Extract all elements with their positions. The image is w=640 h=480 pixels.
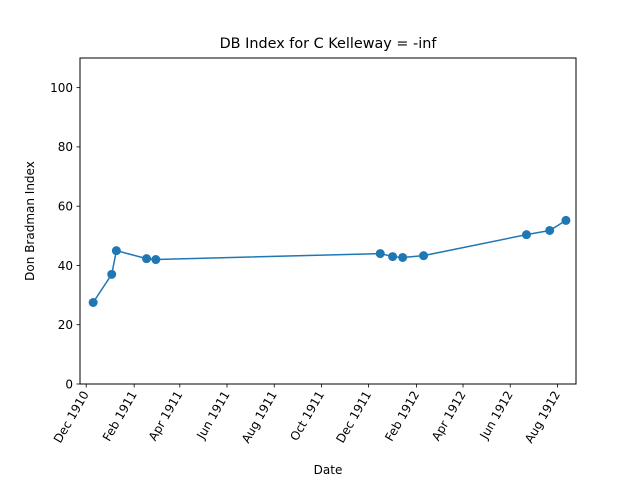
x-tick-label: Apr 1911: [146, 389, 186, 444]
data-point: [521, 230, 531, 240]
x-tick-label: Jun 1911: [193, 389, 232, 443]
x-tick-label: Dec 1910: [51, 389, 92, 446]
y-tick-label: 40: [58, 259, 73, 273]
y-tick-label: 60: [58, 199, 73, 213]
chart-title: DB Index for C Kelleway = -inf: [220, 36, 438, 52]
y-tick-label: 0: [65, 377, 73, 391]
data-point: [388, 252, 398, 262]
data-point: [398, 252, 408, 262]
data-point: [88, 298, 98, 307]
plot-frame: [79, 57, 577, 385]
x-axis-ticks: Dec 1910 Feb 1911 Apr 1911 Jun 1911 Aug 1911…: [51, 384, 563, 446]
y-tick-label: 100: [50, 81, 73, 95]
x-tick-label: Aug 1911: [239, 389, 280, 446]
x-tick-label: Aug 1912: [522, 389, 563, 446]
data-point: [375, 249, 385, 259]
x-axis-label: Date: [314, 463, 343, 477]
data-point: [561, 215, 571, 225]
y-axis-ticks: 0 20 40 60 80 100: [50, 81, 80, 391]
data-point: [545, 225, 555, 235]
data-point: [107, 269, 117, 279]
plot-area: [80, 58, 576, 384]
x-tick-label: Feb 1911: [100, 389, 140, 444]
x-tick-label: Feb 1912: [382, 389, 422, 444]
y-tick-label: 80: [58, 140, 73, 154]
data-point: [142, 254, 152, 264]
data-point: [151, 255, 161, 265]
data-point: [111, 246, 121, 256]
series-layer: [88, 215, 571, 307]
x-tick-label: Apr 1912: [429, 389, 469, 444]
y-axis-label: Don Bradman Index: [23, 161, 37, 281]
x-tick-label: Dec 1911: [333, 389, 374, 446]
y-tick-label: 20: [58, 318, 73, 332]
data-point: [419, 251, 429, 261]
x-tick-label: Oct 1911: [287, 389, 327, 444]
x-tick-label: Jun 1912: [477, 389, 516, 443]
